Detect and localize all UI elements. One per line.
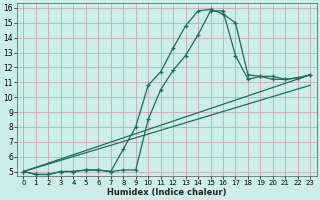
X-axis label: Humidex (Indice chaleur): Humidex (Indice chaleur)	[107, 188, 227, 197]
